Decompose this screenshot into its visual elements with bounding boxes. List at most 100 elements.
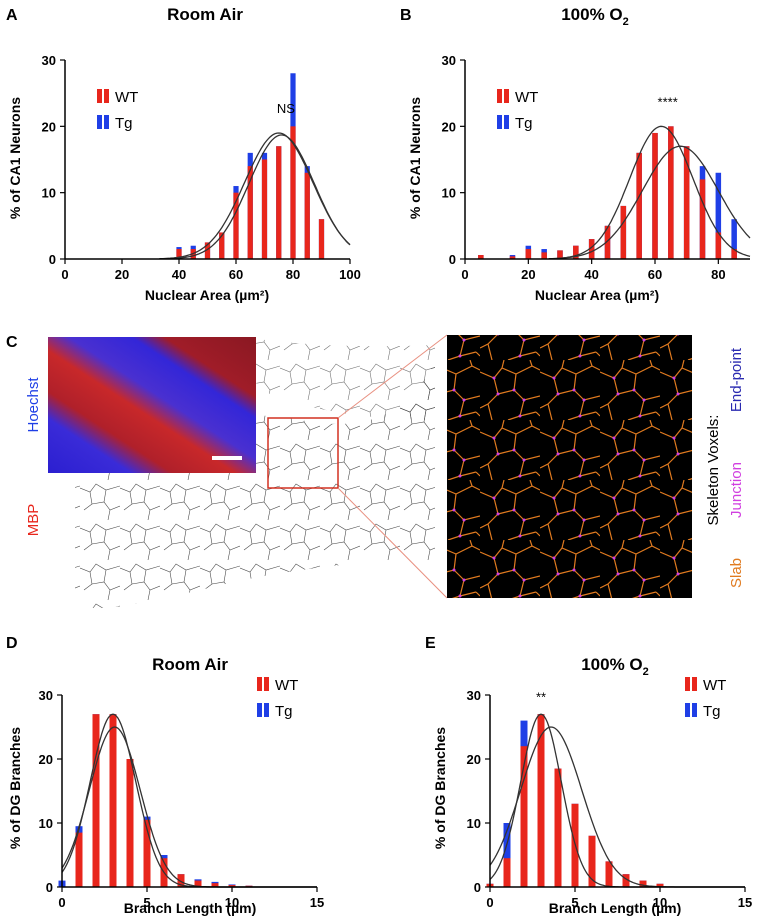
y-tick-label-d-0: 0: [46, 880, 53, 895]
bar-wt-a-4: [233, 192, 239, 259]
bar-wt-e-1: [503, 858, 511, 887]
y-tick-label-a-3: 30: [42, 53, 56, 68]
bar-wt-b-13: [699, 179, 706, 259]
plot-area-a: 0 10 20 30 0 20 40 60 80 100 WT Tg NS: [42, 53, 361, 282]
chart-title-e: 100% O2: [581, 655, 649, 678]
y-tick-label-a-0: 0: [49, 252, 56, 267]
panel-b-chart: B 100% O2 0 10 20 30 0 20 40 60 80 WT Tg **** % of …: [400, 5, 751, 303]
bar-wt-a-7: [276, 146, 282, 259]
legend-swatch2-e-1: [692, 703, 697, 717]
y-axis-label-d: % of DG Branches: [7, 727, 23, 849]
fit-curve-b-1: [548, 145, 751, 260]
bar-wt-b-10: [652, 132, 658, 259]
y-axis-label-e: % of DG Branches: [432, 727, 448, 849]
bar-wt-b-0: [478, 255, 484, 259]
legend-swatch-b-1: [497, 115, 502, 129]
bar-wt-e-8: [622, 874, 630, 887]
bar-wt-a-2: [204, 242, 211, 259]
zoom-line-bottom: [337, 487, 448, 599]
chart-title-e-sub: 2: [643, 666, 649, 678]
panel-label-b: B: [400, 7, 412, 24]
bar-wt-e-9: [639, 880, 647, 887]
x-axis-label-b: Nuclear Area (µm²): [535, 287, 659, 303]
x-tick-label-e-0: 0: [486, 895, 493, 910]
bar-wt-d-3: [126, 759, 134, 887]
x-tick-label-d-1: 5: [143, 895, 150, 910]
hoechst-label: Hoechst: [25, 377, 42, 433]
x-tick-label-b-0: 0: [461, 267, 468, 282]
bar-wt-b-8: [620, 205, 627, 259]
fit-curve-a-0: [159, 132, 351, 260]
legend-swatch2-d-0: [264, 677, 269, 691]
fit-curve-b-0: [550, 125, 751, 260]
legend-swatch-d-0: [257, 677, 262, 691]
bar-wt-b-12: [683, 146, 690, 259]
bar-wt-a-6: [261, 159, 268, 259]
bar-wt-d-4: [143, 819, 151, 887]
plot-area-e: 0 10 20 30 0 5 10 15 WT Tg **: [467, 677, 752, 910]
bar-wt-b-15: [731, 249, 737, 259]
legend-label-a-1: Tg: [115, 115, 133, 132]
significance-label-e: **: [536, 689, 546, 704]
legend-swatch-e-1: [685, 703, 690, 717]
y-tick-label-e-1: 10: [467, 816, 481, 831]
bar-wt-b-6: [588, 239, 595, 259]
zoom-region-box: [267, 417, 339, 489]
legend-swatch2-a-0: [104, 89, 109, 103]
legend-swatch2-e-0: [692, 677, 697, 691]
panel-label-e: E: [425, 635, 436, 652]
bar-wt-a-9: [304, 172, 310, 259]
fit-curve-e-1: [489, 726, 745, 888]
y-tick-label-d-3: 30: [39, 688, 53, 703]
x-tick-label-a-1: 20: [115, 267, 129, 282]
significance-label-b: ****: [658, 94, 678, 109]
x-tick-label-a-4: 80: [286, 267, 300, 282]
y-tick-label-e-3: 30: [467, 688, 481, 703]
bar-wt-d-1: [92, 714, 100, 887]
mbp-hoechst-image: [48, 337, 256, 473]
bar-tg-e-1: [503, 823, 511, 887]
panel-a-chart: A Room Air 0 10 20 30 0 20 40 60 80 100 WT Tg NS % o…: [6, 5, 361, 303]
bar-wt-e-4: [554, 768, 562, 887]
bar-wt-d-2: [109, 714, 117, 887]
x-tick-label-d-0: 0: [58, 895, 65, 910]
bar-wt-a-5: [247, 166, 253, 259]
legend-label-a-0: WT: [115, 89, 138, 106]
chart-title-a: Room Air: [167, 5, 243, 24]
bar-wt-a-10: [318, 219, 325, 259]
scale-bar: [212, 456, 242, 460]
skeleton-voxels-title: Skeleton Voxels:: [705, 415, 722, 526]
slab-label: Slab: [728, 558, 745, 588]
legend-label-e-0: WT: [703, 677, 726, 694]
plot-area-b: 0 10 20 30 0 20 40 60 80 WT Tg ****: [442, 53, 751, 282]
bar-wt-b-9: [636, 152, 642, 259]
mbp-label: MBP: [25, 504, 42, 537]
endpoint-label: End-point: [728, 347, 745, 412]
panel-d-chart: D Room Air 0 10 20 30 0 5 10 15 WT Tg % of DG Bra…: [6, 635, 324, 916]
bar-tg-b-14: [715, 172, 722, 259]
x-tick-label-e-3: 15: [738, 895, 752, 910]
bar-tg-b-15: [731, 219, 737, 259]
bar-wt-b-14: [715, 232, 722, 259]
plot-area-d: 0 10 20 30 0 5 10 15 WT Tg: [39, 677, 324, 910]
chart-title-b: 100% O2: [561, 5, 629, 28]
x-tick-label-a-0: 0: [61, 267, 68, 282]
x-tick-label-b-1: 20: [521, 267, 535, 282]
y-axis-label-b: % of CA1 Neurons: [407, 97, 423, 219]
legend-swatch-a-1: [97, 115, 102, 129]
bar-wt-e-3: [537, 714, 545, 887]
bar-wt-a-0: [176, 249, 182, 259]
panel-label-d: D: [6, 635, 18, 652]
bar-wt-d-0: [75, 832, 83, 887]
skeleton-zoom-image: [447, 335, 692, 598]
chart-title-b-sub: 2: [623, 16, 629, 28]
bar-wt-e-6: [588, 835, 596, 887]
y-tick-label-e-2: 20: [467, 752, 481, 767]
chart-title-b-main: 100% O: [561, 5, 622, 24]
bar-wt-b-4: [557, 250, 563, 259]
x-axis-label-d: Branch Length (µm): [124, 900, 257, 916]
panel-c-skeleton: C Hoechst MBP Skeleton Voxels: End-point…: [6, 334, 745, 608]
x-axis-label-a: Nuclear Area (µm²): [145, 287, 269, 303]
y-tick-label-d-1: 10: [39, 816, 53, 831]
